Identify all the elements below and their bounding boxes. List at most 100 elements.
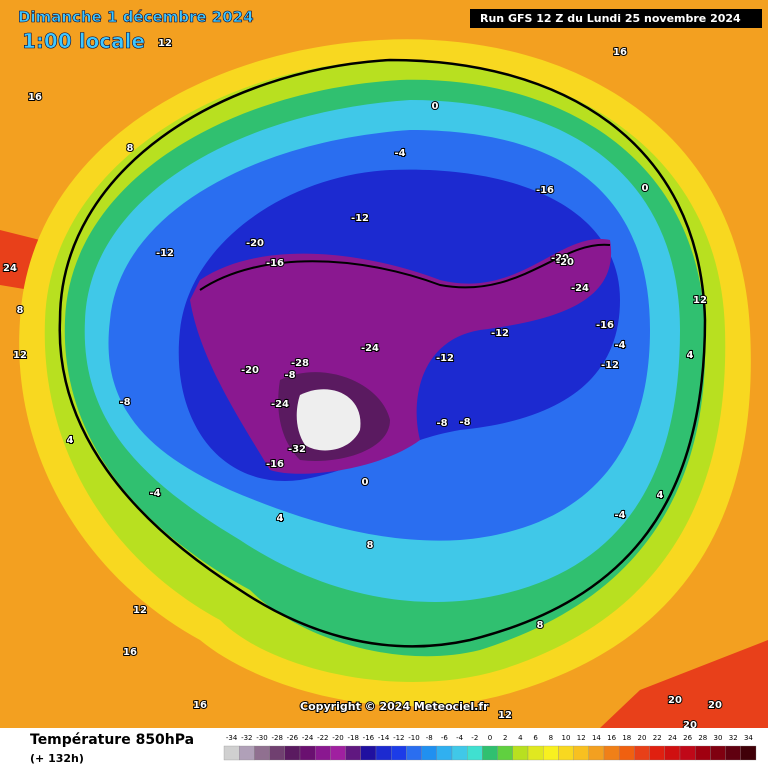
scale-label: 12 (577, 734, 586, 742)
scale-swatch (269, 745, 285, 761)
contour-label: -4 (394, 148, 405, 159)
contour-label: 0 (432, 101, 439, 112)
run: Run GFS 12 Z du Lundi 25 novembre 2024 (480, 12, 741, 25)
contour-label: 16 (193, 700, 207, 711)
scale-swatch (330, 745, 346, 761)
scale-swatch (482, 745, 498, 761)
contour-label: 12 (498, 710, 512, 721)
contour-label: 16 (123, 647, 137, 658)
contour-label: 8 (127, 143, 134, 154)
contour-label: -20 (551, 253, 569, 264)
contour-label: -8 (119, 397, 130, 408)
scale-label: 4 (518, 734, 523, 742)
date: Dimanche 1 décembre 2024 (18, 8, 254, 26)
scale-label: -8 (426, 734, 433, 742)
scale-label: -14 (378, 734, 390, 742)
contour-label: 20 (668, 695, 682, 706)
contour-label: -16 (536, 185, 554, 196)
contour-label: -4 (614, 510, 625, 521)
contour-label: -8 (459, 417, 470, 428)
scale-swatch (558, 745, 574, 761)
scale-label: -22 (317, 734, 328, 742)
scale-swatch (573, 745, 589, 761)
contour-label: -4 (149, 488, 160, 499)
scale-label: 6 (533, 734, 538, 742)
scale-swatch (603, 745, 620, 761)
contour-label: 16 (613, 47, 627, 58)
contour-label: 0 (642, 183, 649, 194)
contour-label: -24 (361, 343, 379, 354)
scale-label: 28 (698, 734, 707, 742)
copyright: Copyright © 2024 Meteociel.fr (300, 700, 489, 713)
contour-label: 12 (693, 295, 707, 306)
scale-swatch (223, 745, 240, 761)
contour-label: 16 (28, 92, 42, 103)
scale-label: -32 (241, 734, 252, 742)
lead-time: (+ 132h) (30, 752, 84, 765)
footer-title: Température 850hPa (30, 732, 194, 748)
contour-label: -20 (556, 257, 574, 268)
scale-swatch (664, 745, 681, 761)
scale-label: -12 (393, 734, 404, 742)
scale-label: -18 (347, 734, 358, 742)
scale-label: 8 (549, 734, 553, 742)
scale-swatch (725, 745, 741, 761)
scale-label: -4 (456, 734, 464, 742)
zero-isotherm (58, 58, 707, 648)
run-box (470, 9, 762, 28)
scale-swatch (436, 745, 453, 761)
scale-swatch (239, 745, 255, 761)
contour-label: -24 (271, 399, 289, 410)
contour-label: -8 (436, 418, 447, 429)
contour-label: -4 (614, 340, 625, 351)
scale-label: -34 (226, 734, 238, 742)
scale-swatch (497, 745, 513, 761)
contour-label: 20 (708, 700, 722, 711)
scale-label: 20 (638, 734, 647, 742)
scale-label: 30 (714, 734, 723, 742)
scale-label: 32 (729, 734, 738, 742)
warm-zone (600, 640, 768, 728)
contour-label: -16 (266, 459, 284, 470)
isotherm (199, 243, 611, 291)
scale-swatch (679, 745, 696, 761)
scale-swatch (588, 745, 605, 761)
contour-label: -28 (291, 358, 309, 369)
contour-label: 4 (657, 490, 664, 501)
scale-swatch (254, 745, 270, 761)
contour-label: 4 (67, 435, 74, 446)
contour-label: 12 (13, 350, 27, 361)
scale-label: 10 (562, 734, 571, 742)
contour-label: -20 (241, 365, 259, 376)
scale-label: -30 (256, 734, 267, 742)
contour-label: 0 (362, 477, 369, 488)
scale-label: -28 (271, 734, 282, 742)
scale-label: -24 (302, 734, 314, 742)
scale-swatch (299, 745, 316, 761)
contour-label: 12 (158, 38, 172, 49)
scale-swatch (619, 745, 635, 761)
contour-label: -12 (601, 360, 619, 371)
contour-label: -16 (596, 320, 614, 331)
contour-label: -12 (351, 213, 369, 224)
scale-label: -16 (363, 734, 375, 742)
scale-label: 22 (653, 734, 662, 742)
contour-label: 24 (3, 263, 17, 274)
contour-label: 4 (277, 513, 284, 524)
scale-label: -20 (332, 734, 343, 742)
scale-label: 14 (592, 734, 601, 742)
contour-label: -12 (156, 248, 174, 259)
contour-label: -12 (436, 353, 454, 364)
scale-swatch (391, 745, 407, 761)
scale-swatch (451, 745, 468, 761)
scale-label: 18 (622, 734, 631, 742)
contour-label: 8 (17, 305, 24, 316)
scale-label: -6 (441, 734, 449, 742)
scale-swatch (649, 745, 665, 761)
scale-label: 0 (488, 734, 492, 742)
scale-swatch (345, 745, 361, 761)
contour-label: -12 (491, 328, 509, 339)
scale-swatch (284, 745, 301, 761)
scale-label: 34 (744, 734, 753, 742)
